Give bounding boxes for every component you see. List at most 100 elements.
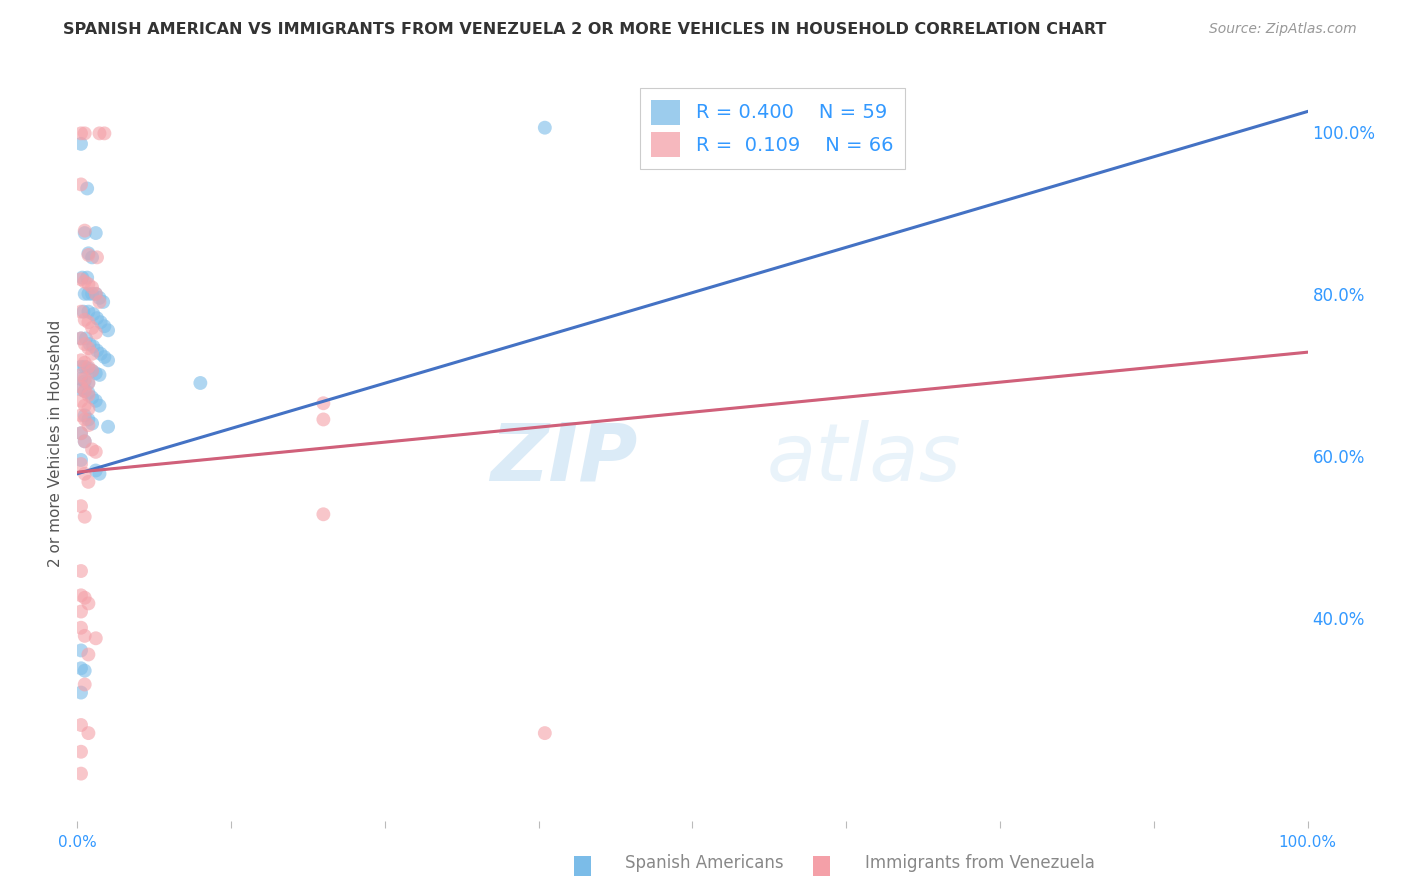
Point — [73, 359, 96, 374]
Point — [73, 312, 96, 326]
Point — [82, 307, 104, 321]
Point — [84, 366, 107, 380]
Point — [73, 337, 96, 351]
Point — [70, 661, 93, 675]
Point — [70, 409, 93, 423]
Y-axis label: 2 or more Vehicles in Household: 2 or more Vehicles in Household — [48, 320, 63, 567]
Point — [312, 396, 335, 410]
Point — [73, 356, 96, 370]
Text: Source: ZipAtlas.com: Source: ZipAtlas.com — [1209, 22, 1357, 37]
Point — [73, 375, 96, 389]
Point — [73, 275, 96, 289]
Point — [97, 353, 120, 368]
Point — [70, 383, 93, 397]
Point — [84, 286, 107, 301]
Point — [77, 304, 100, 318]
Point — [82, 339, 104, 353]
Point — [70, 372, 93, 386]
Text: atlas: atlas — [766, 420, 962, 498]
Point — [82, 417, 104, 431]
Point — [82, 347, 104, 361]
Point — [73, 372, 96, 386]
Point — [73, 409, 96, 423]
Point — [70, 499, 93, 513]
Point — [93, 127, 115, 141]
Point — [73, 226, 96, 240]
Point — [73, 434, 96, 449]
Point — [70, 304, 93, 318]
Point — [82, 321, 104, 335]
Point — [77, 401, 100, 416]
Point — [70, 426, 93, 441]
Point — [77, 341, 100, 355]
Point — [70, 380, 93, 394]
Point — [77, 248, 100, 262]
Point — [70, 272, 93, 286]
Point — [89, 127, 111, 141]
Point — [89, 291, 111, 305]
Point — [77, 388, 100, 402]
Point — [77, 596, 100, 610]
Point — [70, 353, 93, 368]
Text: ZIP: ZIP — [489, 420, 637, 498]
Point — [82, 251, 104, 265]
Point — [86, 251, 108, 265]
Point — [82, 286, 104, 301]
Point — [70, 564, 93, 578]
Point — [70, 270, 93, 285]
Point — [84, 326, 107, 340]
Point — [70, 331, 93, 345]
Point — [70, 127, 93, 141]
Point — [77, 475, 100, 489]
Point — [93, 350, 115, 364]
Point — [73, 509, 96, 524]
Point — [70, 136, 93, 151]
Point — [77, 376, 100, 390]
Point — [73, 399, 96, 413]
Point — [73, 629, 96, 643]
Point — [77, 286, 100, 301]
Point — [73, 286, 96, 301]
Point — [312, 412, 335, 426]
Point — [70, 588, 93, 602]
Point — [70, 457, 93, 471]
Point — [72, 304, 94, 318]
Point — [77, 376, 100, 390]
Point — [86, 311, 108, 326]
Point — [84, 226, 107, 240]
Point — [84, 445, 107, 459]
Point — [73, 224, 96, 238]
Point — [90, 347, 112, 361]
Point — [76, 270, 98, 285]
Point — [77, 277, 100, 292]
Point — [84, 632, 107, 646]
Point — [84, 463, 107, 477]
Point — [70, 426, 93, 441]
Point — [77, 315, 100, 329]
Point — [77, 385, 100, 400]
Point — [70, 178, 93, 192]
Text: SPANISH AMERICAN VS IMMIGRANTS FROM VENEZUELA 2 OR MORE VEHICLES IN HOUSEHOLD CO: SPANISH AMERICAN VS IMMIGRANTS FROM VENE… — [63, 22, 1107, 37]
Point — [73, 384, 96, 398]
Point — [77, 361, 100, 376]
Point — [70, 745, 93, 759]
Point — [73, 384, 96, 398]
Text: Spanish Americans: Spanish Americans — [583, 855, 785, 872]
Point — [79, 337, 101, 351]
Point — [73, 434, 96, 449]
Point — [86, 343, 108, 358]
Point — [90, 315, 112, 329]
Point — [89, 368, 111, 382]
Point — [534, 120, 557, 135]
Point — [70, 643, 93, 657]
Point — [97, 419, 120, 434]
Point — [70, 359, 93, 374]
Point — [70, 331, 93, 345]
Point — [75, 331, 97, 345]
Point — [73, 127, 96, 141]
Point — [84, 286, 107, 301]
Point — [70, 621, 93, 635]
Point — [312, 508, 335, 522]
Point — [91, 294, 114, 309]
Point — [70, 605, 93, 619]
